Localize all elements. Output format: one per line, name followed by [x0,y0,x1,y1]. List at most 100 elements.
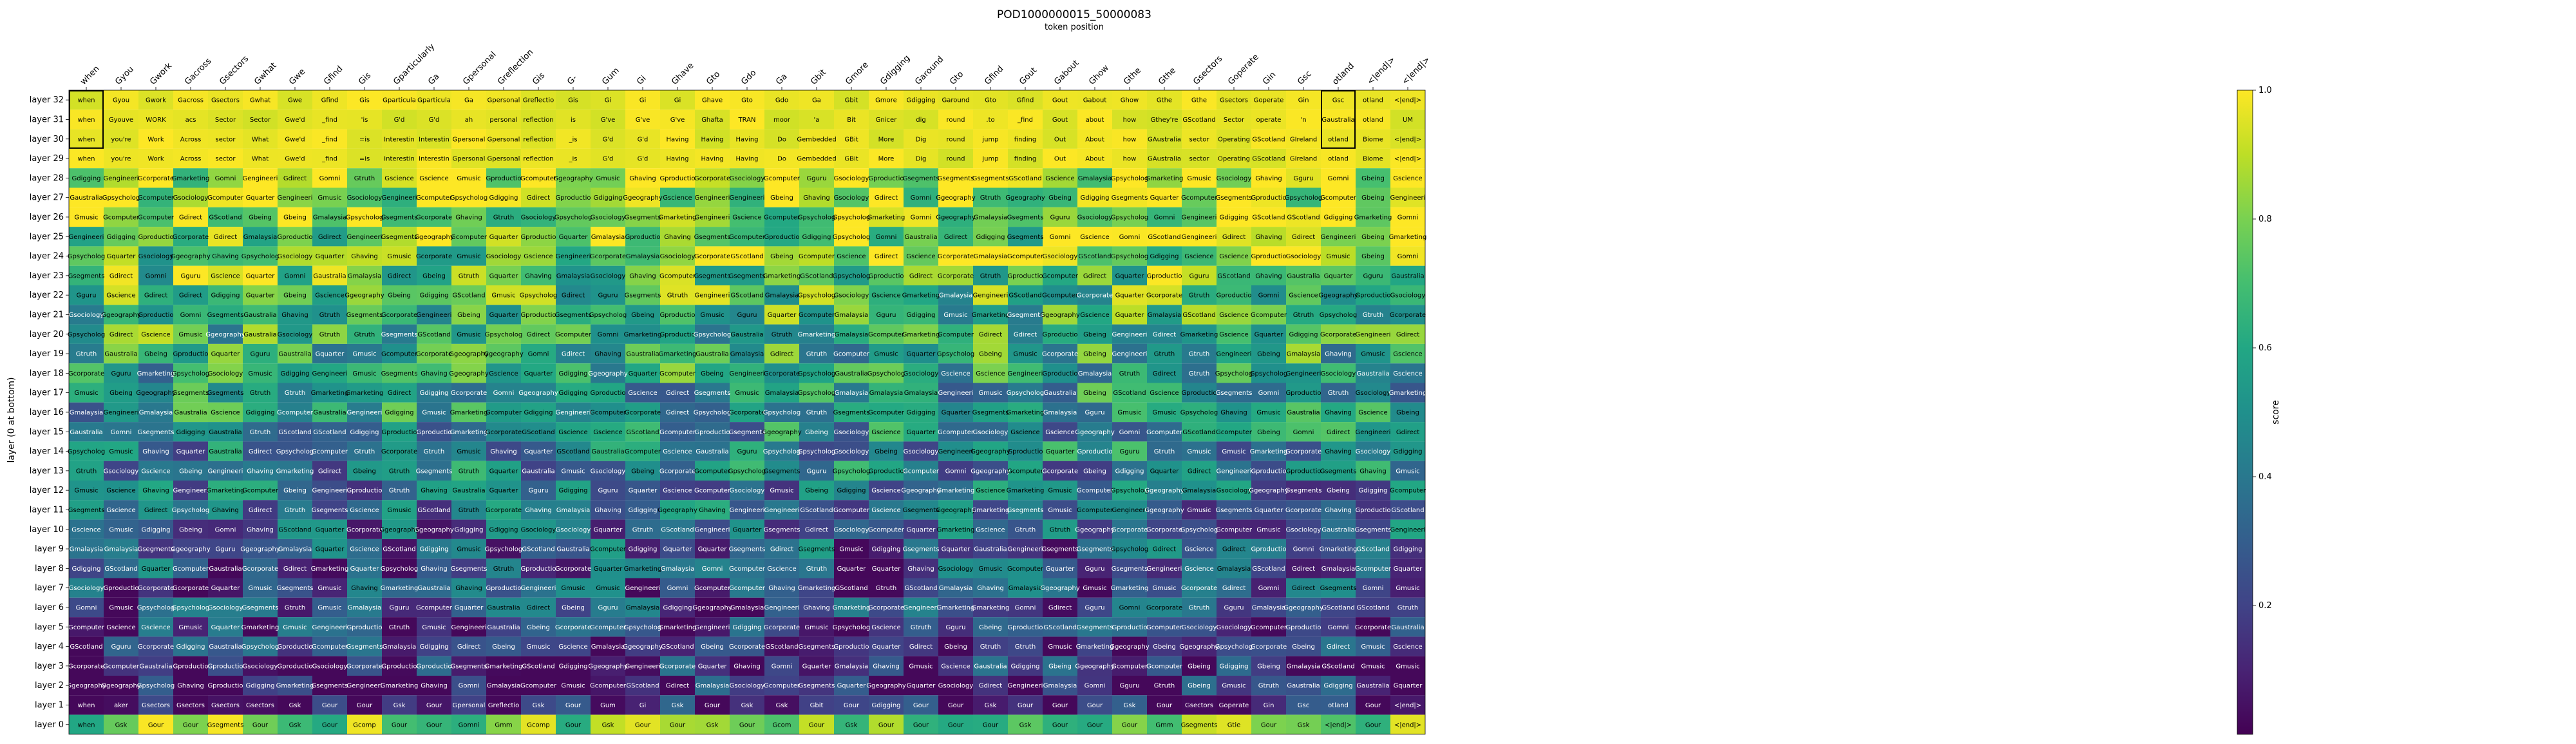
cell-label: Ggeography [101,312,141,319]
heatmap-cell [1182,656,1217,676]
heatmap-cell [1043,578,1077,598]
cell-label: Gdirect [875,195,898,202]
heatmap-cell [173,324,208,344]
cell-label: Ga [464,97,473,104]
heatmap-cell [591,207,625,227]
cell-label: Ggeography [1040,312,1080,319]
cell-label: Gpsycholog [1111,546,1148,553]
heatmap-cell [1077,129,1112,149]
heatmap-cell [1043,227,1077,247]
heatmap-cell [1356,324,1390,344]
heatmap-cell [591,305,625,325]
cell-label: Gscience [976,488,1005,495]
heatmap-cell [799,227,834,247]
cell-label: Gproductio [1007,624,1043,631]
heatmap-cell [869,597,904,618]
heatmap-cell [417,578,451,598]
heatmap-cell [382,461,417,481]
heatmap-cell [938,481,973,501]
cell-label: Ggeography [971,448,1010,455]
heatmap-cell [730,246,764,266]
cell-label: Gmarketing [276,468,314,475]
heatmap-cell [382,578,417,598]
heatmap-cell [730,324,764,344]
cell-label: Gsegments [346,644,383,651]
heatmap-cell [834,695,869,715]
cell-label: Gengineeri [104,409,139,416]
cell-label: Gmusic [352,351,376,358]
cell-label: Gomni [667,585,688,592]
heatmap-cell [799,695,834,715]
cell-label: Gcomputer [590,624,627,631]
cell-label: Gdigging [593,195,622,202]
cell-label: Gdigging [419,644,448,651]
heatmap-cell [695,187,730,207]
heatmap-cell [1008,558,1043,578]
heatmap-cell [1217,422,1251,442]
cell-label: Ghaving [734,663,761,670]
cell-label: Gcorporate [1112,526,1148,533]
cell-label: Gpsycholog [833,468,870,475]
cell-label: Gproductio [1251,253,1286,260]
cell-label: Gscience [871,507,900,514]
heatmap-cell [243,539,278,559]
cell-label: Sector [215,117,236,124]
heatmap-cell [904,110,938,129]
cell-label: Gsociology [730,175,765,182]
heatmap-cell [730,129,764,149]
heatmap-cell [625,246,660,266]
heatmap-cell [1147,207,1182,227]
cell-label: Having [666,156,688,163]
cell-label: Gmalaysia [348,604,382,611]
heatmap-cell [347,383,382,403]
heatmap-cell [312,422,347,442]
cell-label: Gbeing [1083,351,1106,358]
colorbar-tick-label: 0.4 [2259,472,2272,482]
cell-label: Gdigging [1080,195,1109,202]
heatmap-cell [521,461,556,481]
heatmap-cell [347,129,382,149]
cell-label: Gbeing [1188,683,1211,690]
heatmap-cell [104,402,138,423]
cell-label: Gmarketing [624,566,662,573]
cell-label: Gengineeri [382,195,417,202]
cell-label: Gour [878,721,895,729]
x-tick-label: Gto [705,70,722,87]
cell-label: Gguru [529,488,549,495]
heatmap-cell [1112,305,1147,325]
cell-label: Gengineeri [938,448,974,455]
heatmap-cell [278,422,312,442]
cell-label: Ggeography [1283,604,1323,611]
heatmap-cell [764,187,799,207]
cell-label: Gengineeri [347,234,383,241]
cell-label: Gcorporate [138,585,174,592]
heatmap-cell [278,636,312,656]
heatmap-cell [799,187,834,207]
cell-label: Gdigging [628,507,657,514]
cell-label: Gdirect [1222,585,1245,592]
heatmap-cell [556,363,591,383]
heatmap-cell [312,617,347,637]
cell-label: Gproductio [1216,292,1251,300]
cell-label: Gdigging [384,409,413,416]
cell-label: Gsegments [903,546,940,553]
heatmap-cell [1390,90,1425,110]
cell-label: Gquarter [1150,468,1180,475]
heatmap-cell [382,441,417,461]
cell-label: Gdirect [1153,546,1176,553]
heatmap-cell [1008,481,1043,501]
cell-label: Gomni [1084,683,1106,690]
heatmap-cell [556,597,591,618]
cell-label: Gcorporate [381,312,417,319]
heatmap-cell [1251,227,1286,247]
heatmap-cell [869,422,904,442]
heatmap-cell [1390,207,1425,227]
cell-label: Gengineeri [1147,566,1182,573]
heatmap-cell [695,402,730,423]
cell-label: Gmarketing [276,683,314,690]
cell-label: Gsegments [555,312,592,319]
cell-label: Gengineeri [1112,507,1148,514]
heatmap-cell [1217,363,1251,383]
cell-label: G've [670,117,685,124]
